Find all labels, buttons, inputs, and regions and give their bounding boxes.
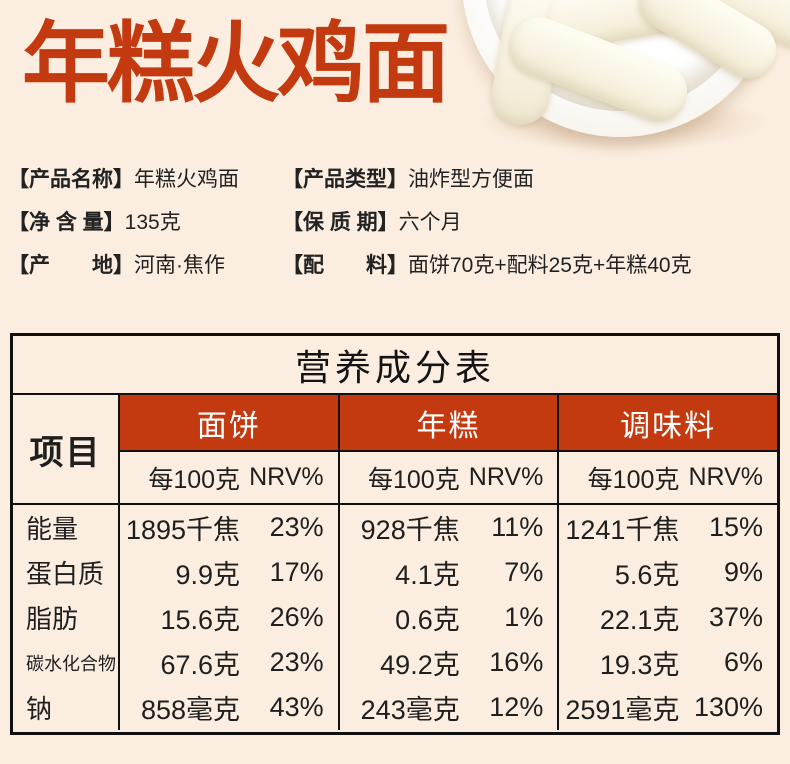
info-row: 【产 地】 河南·焦作 【配 料】 面饼70克+配料25克+年糕40克 [8,242,784,285]
table-title: 营养成分表 [13,336,777,395]
nutrient-nrv: 9% [723,557,763,587]
nutrient-nrv: 1% [504,602,544,632]
nutrient-cell: 1895千焦 23% [118,505,338,550]
info-value-origin: 河南·焦作 [134,253,225,277]
nutrient-value: 22.1克 [599,605,680,635]
nutrient-nrv: 6% [723,647,763,677]
group-header-rice-cake: 年糕 [337,395,558,452]
info-value-shelf-life: 六个月 [398,210,462,234]
nutrient-nrv: 37% [708,602,763,632]
nutrient-value: 243毫克 [360,695,460,725]
subheader-per100g: 每100克 [587,465,680,494]
nutrient-cell: 9.9克 17% [118,550,338,595]
info-row: 【产品名称】 年糕火鸡面 【产品类型】 油炸型方便面 [8,156,784,199]
nutrient-value: 858毫克 [141,695,241,725]
nutrient-value: 9.9克 [175,560,241,590]
nutrient-value: 2591毫克 [565,695,680,725]
info-value-net-weight: 135克 [124,210,181,234]
nutrient-value: 19.3克 [599,650,680,680]
nutrient-value: 49.2克 [380,650,460,680]
nutrient-row-label: 蛋白质 [26,559,105,589]
info-label-origin: 【产 地】 [8,253,134,277]
nutrient-nrv: 12% [489,692,544,722]
nutrient-cell: 67.6克 23% [118,640,338,685]
nutrient-value: 1241千焦 [565,515,680,545]
info-label-product-name: 【产品名称】 [8,167,134,191]
nutrition-table: 营养成分表 项目 面饼 年糕 调味料 每100克 NRV% 每100克 NRV%… [10,333,780,735]
subheader-nrv: NRV% [688,463,763,491]
nutrient-cell: 49.2克 16% [337,640,558,685]
page-title: 年糕火鸡面 [22,14,450,113]
nutrient-value: 0.6克 [395,605,460,635]
nutrient-cell: 2591毫克 130% [557,685,777,730]
subheader-rice-cake: 每100克 NRV% [337,452,558,505]
nutrient-value: 1895千焦 [125,515,241,545]
info-value-product-name: 年糕火鸡面 [134,167,239,191]
bowl-photo [448,0,790,158]
group-header-noodle-cake: 面饼 [118,395,338,452]
subheader-noodle-cake: 每100克 NRV% [118,452,338,505]
nutrient-value: 4.1克 [395,560,460,590]
nutrient-nrv: 26% [269,602,324,632]
info-label-product-type: 【产品类型】 [282,167,408,191]
info-value-product-type: 油炸型方便面 [408,167,534,191]
subheader-seasoning: 每100克 NRV% [557,452,777,505]
nutrient-value: 5.6克 [614,560,680,590]
subheader-nrv: NRV% [249,463,324,491]
nutrient-value: 928千焦 [360,515,460,545]
nutrient-cell: 858毫克 43% [118,685,338,730]
nutrient-row-label: 碳水化合物 [26,653,116,674]
nutrient-cell: 0.6克 1% [337,595,558,640]
nutrient-value: 67.6克 [160,650,241,680]
nutrient-cell: 928千焦 11% [337,505,558,550]
nutrient-nrv: 16% [489,647,544,677]
nutrient-nrv: 7% [504,557,544,587]
nutrient-cell: 243毫克 12% [337,685,558,730]
nutrient-cell: 19.3克 6% [557,640,777,685]
nutrient-nrv: 130% [693,692,763,722]
nutrient-row-label: 脂肪 [26,604,79,634]
nutrient-cell: 1241千焦 15% [557,505,777,550]
subheader-per100g: 每100克 [368,465,460,494]
nutrient-cell: 4.1克 7% [337,550,558,595]
nutrient-row-label: 能量 [26,514,79,544]
nutrient-value: 15.6克 [160,605,241,635]
info-value-ingredients: 面饼70克+配料25克+年糕40克 [408,253,692,277]
info-row: 【净 含 量】 135克 【保 质 期】 六个月 [8,199,784,242]
group-header-seasoning: 调味料 [557,395,777,452]
info-label-ingredients: 【配 料】 [282,253,408,277]
product-info: 【产品名称】 年糕火鸡面 【产品类型】 油炸型方便面 【净 含 量】 135克 【保 … [8,156,784,285]
nutrient-nrv: 11% [491,512,544,542]
nutrient-nrv: 23% [269,647,324,677]
nutrient-cell: 5.6克 9% [557,550,777,595]
item-column-header: 项目 [13,395,118,505]
subheader-per100g: 每100克 [148,465,241,494]
nutrient-nrv: 17% [269,557,324,587]
nutrient-cell: 22.1克 37% [557,595,777,640]
nutrient-nrv: 15% [708,512,763,542]
info-label-shelf-life: 【保 质 期】 [282,210,399,234]
nutrient-nrv: 43% [269,692,324,722]
info-label-net-weight: 【净 含 量】 [8,210,125,234]
nutrient-cell: 15.6克 26% [118,595,338,640]
subheader-nrv: NRV% [468,463,544,491]
nutrient-row-label: 钠 [26,694,53,724]
nutrient-nrv: 23% [269,512,324,542]
